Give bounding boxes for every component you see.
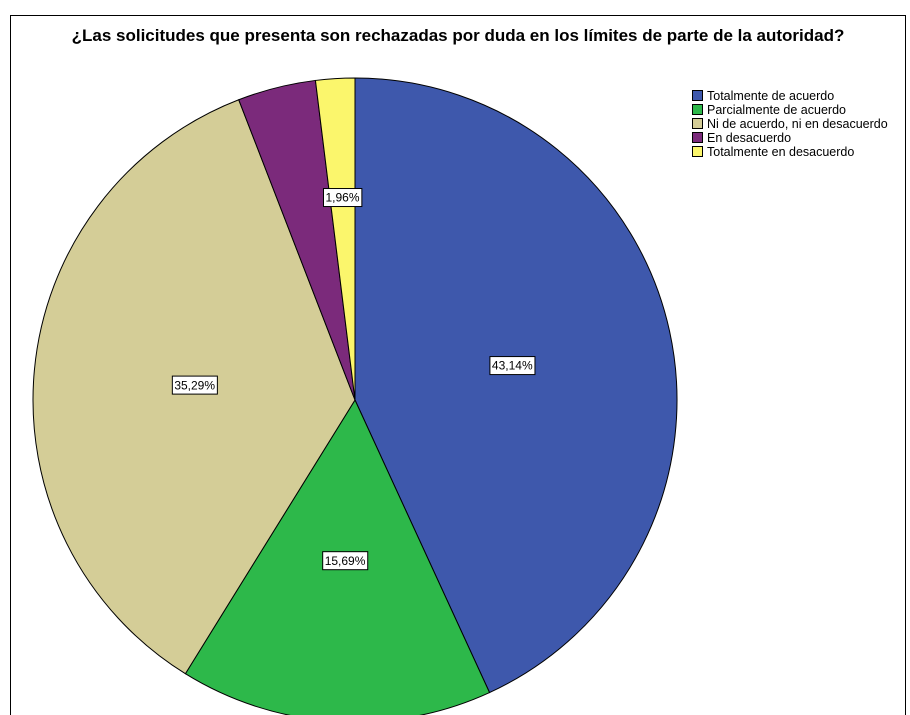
legend-label: En desacuerdo: [707, 131, 792, 145]
legend-swatch: [692, 118, 703, 129]
pie-slice: [314, 77, 356, 401]
data-label: 15,69%: [325, 554, 366, 568]
data-label-box: [323, 188, 363, 208]
legend-swatch: [692, 104, 703, 115]
legend-label: Ni de acuerdo, ni en desacuerdo: [707, 117, 888, 131]
legend-item: Totalmente de acuerdo: [692, 90, 907, 102]
legend-item: Ni de acuerdo, ni en desacuerdo: [692, 118, 907, 130]
legend-item: Parcialmente de acuerdo: [692, 104, 907, 116]
data-label: 43,14%: [492, 359, 533, 373]
pie-slice: [354, 77, 678, 694]
legend-label: Totalmente en desacuerdo: [707, 145, 855, 159]
data-label-box: [489, 356, 536, 376]
data-label-box: [322, 551, 369, 571]
data-label-box: [171, 375, 218, 395]
legend-label: Totalmente de acuerdo: [707, 89, 835, 103]
data-label: 1,96%: [326, 191, 360, 205]
legend-swatch: [692, 146, 703, 157]
legend: Totalmente de acuerdo Parcialmente de acu…: [692, 90, 907, 160]
legend-item: En desacuerdo: [692, 132, 907, 144]
legend-swatch: [692, 132, 703, 143]
legend-swatch: [692, 90, 703, 101]
legend-item: Totalmente en desacuerdo: [692, 146, 907, 158]
legend-label: Parcialmente de acuerdo: [707, 103, 846, 117]
chart-title: ¿Las solicitudes que presenta son rechaz…: [71, 26, 845, 45]
chart-frame: [10, 15, 906, 715]
data-label: 35,29%: [174, 378, 215, 392]
